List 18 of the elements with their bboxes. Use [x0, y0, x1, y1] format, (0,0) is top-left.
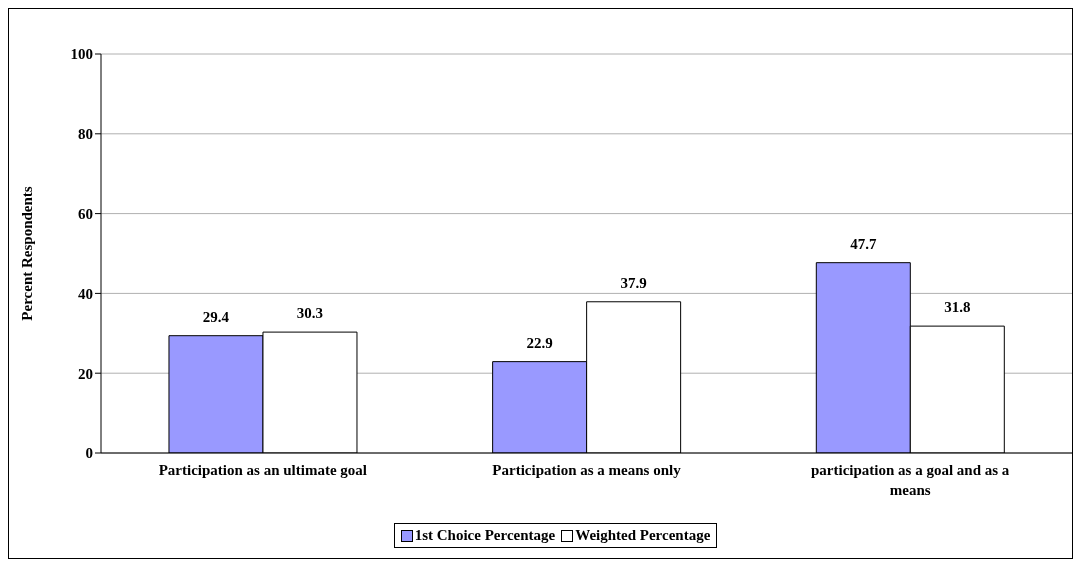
y-tick-label: 40 — [78, 285, 93, 302]
y-tick-label: 100 — [70, 46, 93, 63]
y-tick-label: 80 — [78, 126, 93, 143]
data-label: 30.3 — [296, 305, 324, 322]
y-tick-label: 0 — [85, 445, 93, 462]
x-tick-label: Participation as an ultimate goal — [158, 462, 367, 478]
data-label: 47.7 — [850, 235, 877, 252]
data-label: 22.9 — [526, 334, 553, 351]
data-label: 29.4 — [202, 308, 230, 325]
x-tick-label: Participation as a means only — [492, 462, 682, 478]
x-tick-label: participation as a goal and as a means — [810, 462, 1010, 498]
y-tick-label: 20 — [78, 365, 93, 382]
legend-label: Weighted Percentage — [574, 527, 711, 544]
legend-label: 1st Choice Percentage — [413, 527, 556, 544]
data-label: 31.8 — [944, 299, 971, 316]
y-tick-label: 60 — [78, 205, 93, 222]
y-axis-title: Percent Respondents — [19, 186, 36, 321]
data-label: 37.9 — [620, 274, 647, 291]
